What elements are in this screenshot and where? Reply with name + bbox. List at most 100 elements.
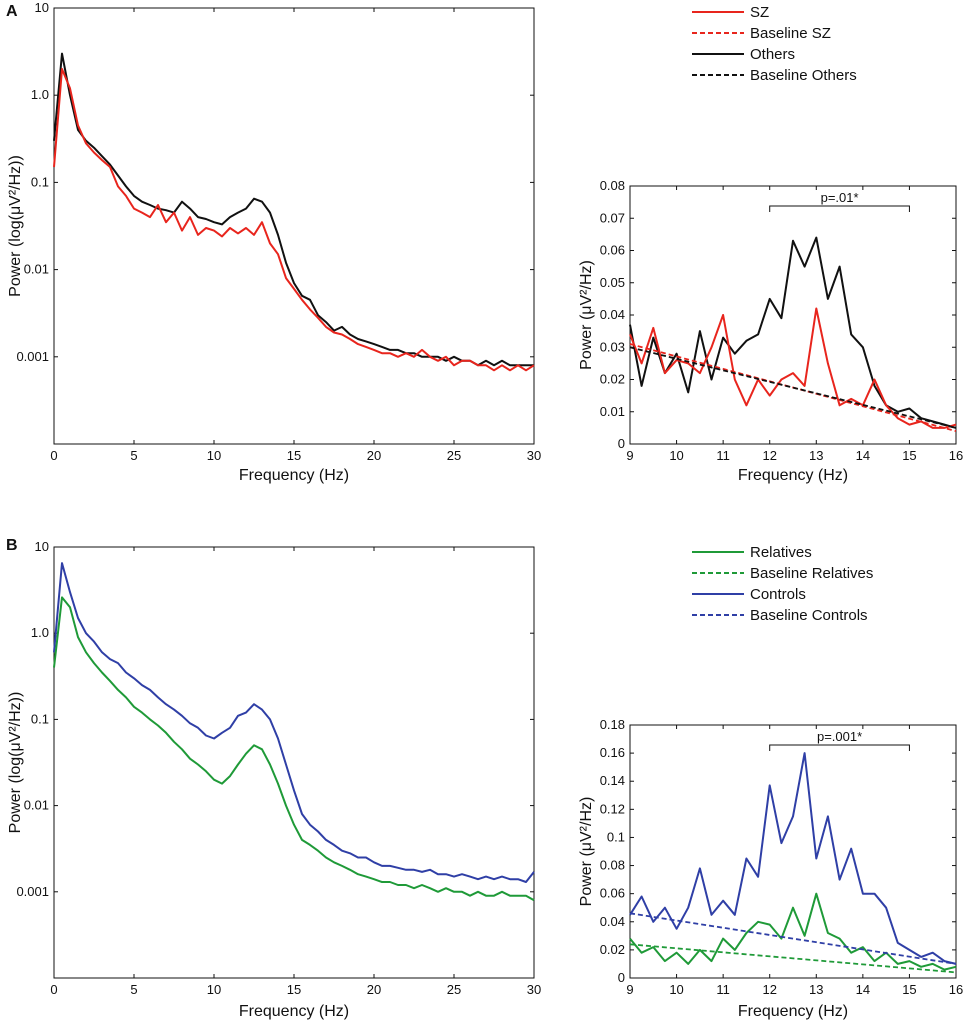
chart-b-ytick-label: 0.1 (31, 711, 49, 726)
chart-b-ytick-label: 10 (35, 539, 49, 554)
chart-a-inset-xtick-label: 11 (716, 448, 730, 463)
chart-b-xtick-label: 0 (50, 982, 57, 997)
chart-a-group: 0 5 10 15 20 25 30 10 1.0 0.1 0.01 0.001 Frequency (… (7, 0, 541, 484)
chart-b-ytick-label: 0.001 (16, 884, 49, 899)
chart-b-xlabel: Frequency (Hz) (239, 1003, 349, 1020)
chart-a-inset-xlabel: Frequency (Hz) (738, 467, 848, 484)
chart-a-ytick-label: 10 (35, 0, 49, 15)
chart-a-inset-p-value: p=.01* (821, 190, 859, 205)
chart-a-inset-ytick-label: 0.07 (600, 210, 625, 225)
legend-label-others: Others (750, 46, 795, 63)
legend-label-relatives: Relatives (750, 544, 812, 561)
chart-a-inset-ytick-label: 0.06 (600, 243, 625, 258)
chart-b-inset-ytick-label: 0.18 (600, 717, 625, 732)
chart-b-inset-series-relatives (629, 892, 957, 971)
chart-a-ytick-label: 1.0 (31, 87, 49, 102)
legend-a: SZ Baseline SZ Others Baseline Others (692, 4, 857, 84)
chart-b-inset-group: 9 10 11 12 13 14 15 16 0 0.02 0.04 0.06 0.08 0.1 0.12 0… (578, 717, 963, 1020)
legend-b: Relatives Baseline Relatives Controls Basel… (692, 544, 873, 624)
legend-label-baseline-sz: Baseline SZ (750, 25, 831, 42)
chart-b-inset-ytick-label: 0.06 (600, 886, 625, 901)
chart-b-ytick-label: 1.0 (31, 625, 49, 640)
chart-b-ytick-label: 0.01 (24, 798, 49, 813)
chart-b-inset-ytick-label: 0.16 (600, 745, 625, 760)
chart-a-inset-axes-frame (629, 185, 957, 445)
chart-a-inset-xtick-label: 9 (626, 448, 633, 463)
chart-a-inset-xtick-label: 16 (949, 448, 963, 463)
chart-a-xtick-label: 0 (50, 448, 57, 463)
legend-label-sz: SZ (750, 4, 769, 21)
chart-a-inset-xtick-label: 14 (856, 448, 870, 463)
chart-a-inset-ytick-label: 0.05 (600, 275, 625, 290)
chart-b-inset-xtick-label: 13 (809, 982, 823, 997)
chart-a-xtick-label: 25 (447, 448, 461, 463)
chart-b-inset-significance-bracket (769, 744, 910, 751)
chart-b-inset-xtick-label: 11 (716, 982, 730, 997)
panel-label-b: B (6, 537, 18, 554)
chart-b-xtick-label: 5 (130, 982, 137, 997)
chart-a-xtick-label: 10 (207, 448, 221, 463)
chart-a-axes-frame (53, 7, 535, 445)
chart-b-inset-xtick-label: 12 (762, 982, 776, 997)
chart-a-inset-xtick-label: 12 (762, 448, 776, 463)
chart-a-inset-ytick-label: 0.03 (600, 339, 625, 354)
chart-a-inset-series-others (629, 236, 957, 429)
legend-label-baseline-controls: Baseline Controls (750, 607, 868, 624)
chart-b-xtick-label: 20 (367, 982, 381, 997)
chart-b-inset-xtick-label: 10 (669, 982, 683, 997)
chart-b-inset-axes-frame (629, 724, 957, 979)
chart-a-xtick-label: 30 (527, 448, 541, 463)
chart-b-inset-ytick-label: 0.12 (600, 801, 625, 816)
chart-a-inset-series-baseline-sz (629, 343, 957, 432)
chart-b-xtick-label: 30 (527, 982, 541, 997)
chart-b-inset-p-value: p=.001* (817, 729, 862, 744)
chart-b-axes-frame (53, 546, 535, 979)
chart-a-series-sz (53, 68, 535, 372)
legend-label-baseline-others: Baseline Others (750, 67, 857, 84)
chart-a-ytick-label: 0.001 (16, 349, 49, 364)
chart-a-xtick-label: 20 (367, 448, 381, 463)
chart-b-inset-series-baseline-controls (629, 912, 957, 965)
chart-a-inset-significance-bracket (769, 205, 910, 212)
chart-b-inset-xtick-label: 15 (902, 982, 916, 997)
chart-a-series-others (53, 52, 534, 367)
chart-b-inset-ytick-label: 0.02 (600, 942, 625, 957)
chart-b-inset-ytick-label: 0 (618, 970, 625, 985)
chart-a-inset-ytick-label: 0.04 (600, 307, 625, 322)
chart-a-xlabel: Frequency (Hz) (239, 467, 349, 484)
legend-label-controls: Controls (750, 586, 806, 603)
chart-a-inset-xtick-label: 13 (809, 448, 823, 463)
chart-b-inset-series-controls (629, 752, 957, 965)
chart-a-inset-group: 9 10 11 12 13 14 15 16 0 0.01 0.02 0.03 0.04 0.05 0.06… (578, 178, 963, 484)
chart-b-inset-ytick-label: 0.04 (600, 914, 625, 929)
chart-b-inset-ylabel: Power (μV²/Hz) (578, 797, 595, 907)
chart-a-xtick-label: 5 (130, 448, 137, 463)
chart-a-inset-series-sz (629, 307, 957, 429)
chart-a-ytick-label: 0.01 (24, 262, 49, 277)
chart-a-inset-ytick-label: 0.01 (600, 404, 625, 419)
panel-label-a: A (6, 3, 18, 20)
legend-label-baseline-relatives: Baseline Relatives (750, 565, 873, 582)
chart-a-inset-ytick-label: 0 (618, 436, 625, 451)
chart-a-inset-ytick-label: 0.08 (600, 178, 625, 193)
plots-layer: 0 5 10 15 20 25 30 10 1.0 0.1 0.01 0.001 Frequency (… (7, 0, 963, 1020)
chart-b-xtick-label: 25 (447, 982, 461, 997)
chart-a-ytick-label: 0.1 (31, 174, 49, 189)
chart-b-inset-xlabel: Frequency (Hz) (738, 1003, 848, 1020)
chart-b-inset-xtick-label: 9 (626, 982, 633, 997)
chart-a-ylabel: Power (log(μV²/Hz)) (7, 155, 24, 297)
chart-b-series-relatives (53, 596, 535, 902)
chart-a-inset-xtick-label: 15 (902, 448, 916, 463)
chart-b-series-controls (53, 562, 535, 883)
chart-a-inset-ytick-label: 0.02 (600, 372, 625, 387)
chart-b-xtick-label: 10 (207, 982, 221, 997)
chart-b-inset-ytick-label: 0.1 (607, 829, 625, 844)
chart-a-xtick-label: 15 (287, 448, 301, 463)
chart-b-inset-ytick-label: 0.14 (600, 773, 625, 788)
chart-b-inset-series-baseline-relatives (629, 943, 957, 974)
chart-b-group: 0 5 10 15 20 25 30 10 1.0 0.1 0.01 0.001 Frequency (… (7, 539, 541, 1020)
chart-b-xtick-label: 15 (287, 982, 301, 997)
chart-b-inset-ytick-label: 0.08 (600, 858, 625, 873)
chart-b-ylabel: Power (log(μV²/Hz)) (7, 692, 24, 834)
